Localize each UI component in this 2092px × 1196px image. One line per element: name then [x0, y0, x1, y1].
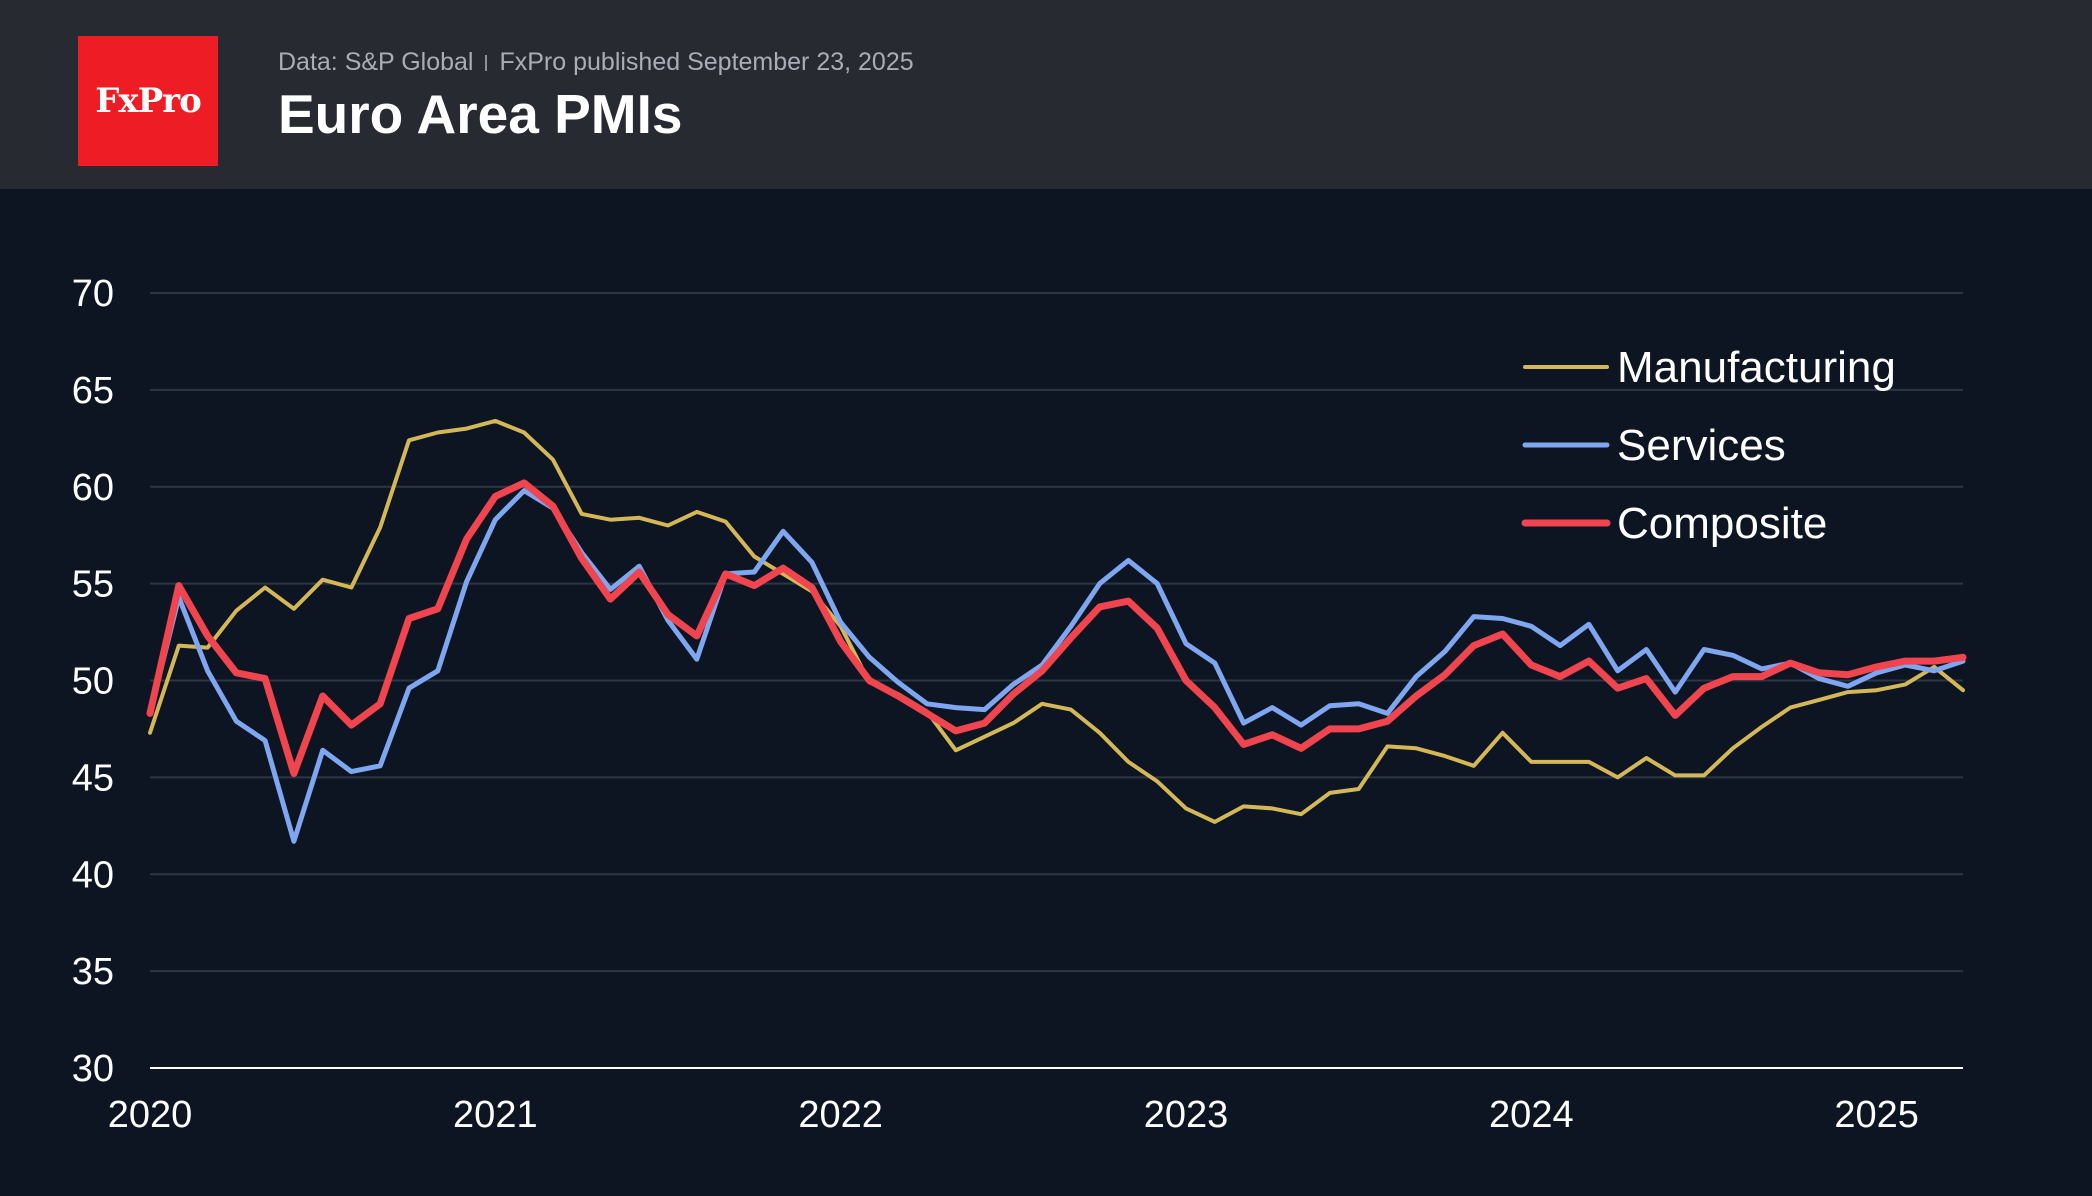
- y-tick-label: 60: [72, 467, 114, 509]
- series-line-manufacturing: [148, 418, 1965, 824]
- x-tick-label: 2021: [453, 1094, 538, 1136]
- x-tick-label: 2022: [798, 1094, 883, 1136]
- x-tick-label: 2023: [1144, 1094, 1229, 1136]
- legend-label: Composite: [1617, 499, 1827, 548]
- published-date: FxPro published September 23, 2025: [499, 48, 914, 76]
- source-line: Data: S&P Global FxPro published Septembe…: [278, 48, 914, 77]
- y-tick-label: 50: [72, 661, 114, 703]
- y-tick-label: 55: [72, 564, 114, 606]
- y-tick-label: 35: [72, 951, 114, 993]
- x-tick-label: 2020: [108, 1094, 193, 1136]
- x-tick-label: 2024: [1489, 1094, 1574, 1136]
- separator: [485, 55, 488, 72]
- y-tick-label: 70: [72, 273, 114, 315]
- y-tick-label: 45: [72, 757, 114, 799]
- y-axis-ticks: 30 35 40 45 50 55 60 65 70: [72, 273, 114, 1090]
- logo-text: FxPro: [95, 81, 202, 121]
- y-tick-label: 40: [72, 854, 114, 896]
- x-tick-label: 2025: [1834, 1094, 1919, 1136]
- gridlines: [150, 292, 1963, 973]
- legend: Manufacturing Services Composite: [1521, 343, 1896, 548]
- x-axis-ticks: 2020 2021 2022 2023 2024 2025: [108, 1094, 1919, 1136]
- series-lines: [146, 418, 1967, 844]
- legend-label: Manufacturing: [1617, 343, 1896, 392]
- legend-label: Services: [1617, 421, 1786, 470]
- y-tick-label: 65: [72, 370, 114, 412]
- fxpro-logo: FxPro: [78, 36, 218, 166]
- y-tick-label: 30: [72, 1048, 114, 1090]
- series-line-services: [147, 488, 1966, 844]
- header-bar: FxPro Data: S&P Global FxPro published Se…: [0, 0, 2092, 189]
- series-line-composite: [146, 479, 1967, 777]
- data-source: Data: S&P Global: [278, 48, 474, 76]
- page-title: Euro Area PMIs: [278, 83, 683, 145]
